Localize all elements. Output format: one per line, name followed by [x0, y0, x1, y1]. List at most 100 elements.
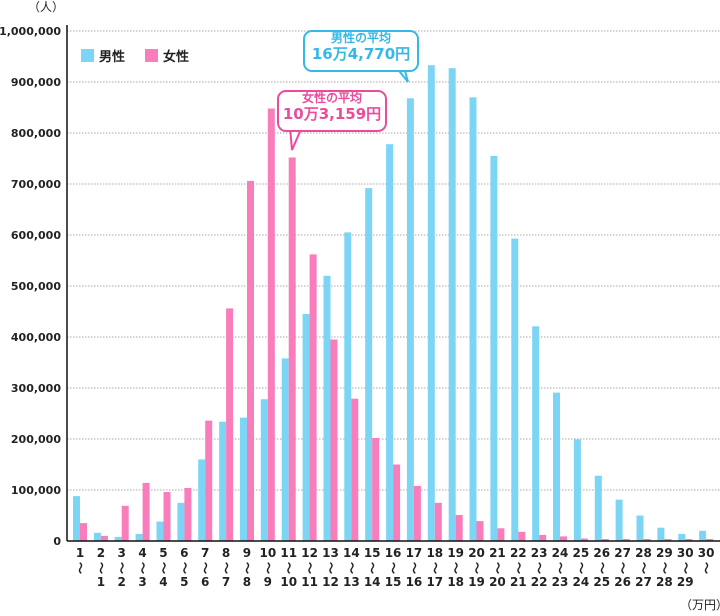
x-tick-label: 12 〜11 — [301, 546, 318, 589]
bar-male — [365, 188, 373, 541]
bar-male — [114, 536, 122, 541]
bar-male — [657, 527, 665, 541]
bar-female — [560, 536, 567, 541]
x-tick-range-symbol: 〜 — [365, 562, 379, 574]
male-average-callout: 男性の平均 16万4,770円 — [303, 30, 419, 72]
x-tick-bottom: 2 — [118, 575, 126, 589]
x-tick-label: 5 〜4 — [156, 546, 170, 589]
x-tick-bottom: 7 — [222, 575, 230, 589]
bar-male — [260, 399, 268, 541]
bars — [73, 65, 714, 542]
x-tick-label: 7 〜6 — [198, 546, 212, 589]
bar-female — [121, 505, 129, 541]
bar-female — [622, 539, 630, 541]
x-tick-top: 10 — [259, 546, 276, 560]
bar-male — [386, 144, 394, 541]
x-tick-range-symbol: 〜 — [156, 562, 170, 574]
x-tick-top: 3 — [118, 546, 126, 560]
x-tick-range-symbol: 〜 — [678, 562, 692, 574]
x-tick-label: 23 〜22 — [531, 546, 548, 589]
x-tick-top: 17 — [406, 546, 423, 560]
x-tick-label: 28 〜27 — [635, 546, 652, 589]
x-tick-label: 4 〜3 — [136, 546, 150, 589]
bar-male — [594, 475, 602, 541]
bar-female — [247, 180, 254, 541]
bar-female — [393, 464, 401, 541]
x-tick-range-symbol: 〜 — [699, 562, 713, 574]
bar-male — [135, 533, 143, 541]
bar-male — [490, 155, 498, 541]
bar-male — [219, 421, 227, 541]
x-tick-label: 13 〜12 — [322, 546, 339, 589]
x-tick-bottom: 17 — [426, 575, 443, 589]
x-tick-bottom: 14 — [364, 575, 381, 589]
bar-male — [240, 417, 247, 541]
x-tick-range-symbol: 〜 — [511, 562, 525, 574]
bar-female — [372, 438, 380, 541]
female-callout-tail — [289, 126, 303, 151]
y-axis-unit-label: （人） — [28, 0, 64, 14]
bar-female — [539, 534, 547, 541]
x-tick-label: 26 〜25 — [593, 546, 610, 589]
x-tick-range-symbol: 〜 — [94, 562, 108, 574]
bar-female — [267, 108, 275, 541]
y-tick-label: 300,000 — [11, 382, 61, 395]
bar-female — [601, 539, 609, 541]
x-tick-bottom: 22 — [531, 575, 548, 589]
x-tick-label: 3 〜2 — [115, 546, 129, 589]
bar-male — [699, 530, 707, 541]
x-tick-bottom: 24 — [573, 575, 590, 589]
x-tick-top: 15 — [364, 546, 381, 560]
bar-female — [497, 528, 505, 542]
bar-female — [163, 492, 171, 541]
x-tick-top: 29 — [656, 546, 673, 560]
x-tick-label: 1〜 — [73, 546, 87, 574]
x-tick-top: 12 — [301, 546, 318, 560]
x-tick-range-symbol: 〜 — [386, 562, 400, 574]
x-tick-top: 14 — [343, 546, 360, 560]
x-tick-range-symbol: 〜 — [177, 562, 191, 574]
x-tick-top: 25 — [573, 546, 590, 560]
x-tick-bottom: 6 — [201, 575, 209, 589]
bar-female — [580, 538, 588, 541]
x-tick-bottom: 4 — [159, 575, 167, 589]
x-tick-top: 20 — [468, 546, 485, 560]
bar-female — [476, 521, 484, 541]
x-tick-label: 30 〜 — [698, 546, 715, 574]
x-tick-top: 28 — [635, 546, 652, 560]
x-tick-bottom: 27 — [635, 575, 652, 589]
legend-label-male: 男性 — [99, 49, 125, 65]
x-tick-range-symbol: 〜 — [616, 562, 630, 574]
x-tick-label: 20 〜19 — [468, 546, 485, 589]
bar-male — [615, 499, 623, 541]
y-tick-label: 800,000 — [11, 127, 61, 140]
x-tick-top: 22 — [510, 546, 527, 560]
x-tick-label: 6 〜5 — [177, 546, 191, 589]
x-tick-bottom: 23 — [552, 575, 569, 589]
y-tick-label: 900,000 — [11, 76, 61, 89]
x-tick-bottom: 3 — [138, 575, 146, 589]
bar-female — [184, 488, 192, 541]
x-tick-label: 9 〜8 — [240, 546, 254, 589]
x-tick-range-symbol: 〜 — [532, 562, 546, 574]
bar-male — [553, 392, 560, 541]
bar-male — [323, 275, 331, 541]
x-tick-range-symbol: 〜 — [303, 562, 317, 574]
x-tick-top: 23 — [531, 546, 548, 560]
y-tick-label: 1,000,000 — [0, 25, 61, 38]
male-average-value: 16万4,770円 — [311, 44, 411, 63]
x-tick-bottom: 16 — [406, 575, 423, 589]
legend-swatch-male — [81, 49, 94, 62]
y-tick-label: 400,000 — [11, 331, 61, 344]
x-tick-range-symbol: 〜 — [595, 562, 609, 574]
x-tick-bottom: 25 — [593, 575, 610, 589]
bar-male — [427, 65, 435, 541]
y-tick-label: 700,000 — [11, 178, 61, 191]
bar-male — [156, 521, 164, 541]
x-tick-label: 14 〜13 — [343, 546, 360, 589]
x-tick-range-symbol: 〜 — [657, 562, 671, 574]
y-tick-label: 0 — [53, 535, 61, 548]
bar-female — [205, 420, 213, 541]
x-tick-top: 13 — [322, 546, 339, 560]
bar-female — [455, 515, 463, 541]
